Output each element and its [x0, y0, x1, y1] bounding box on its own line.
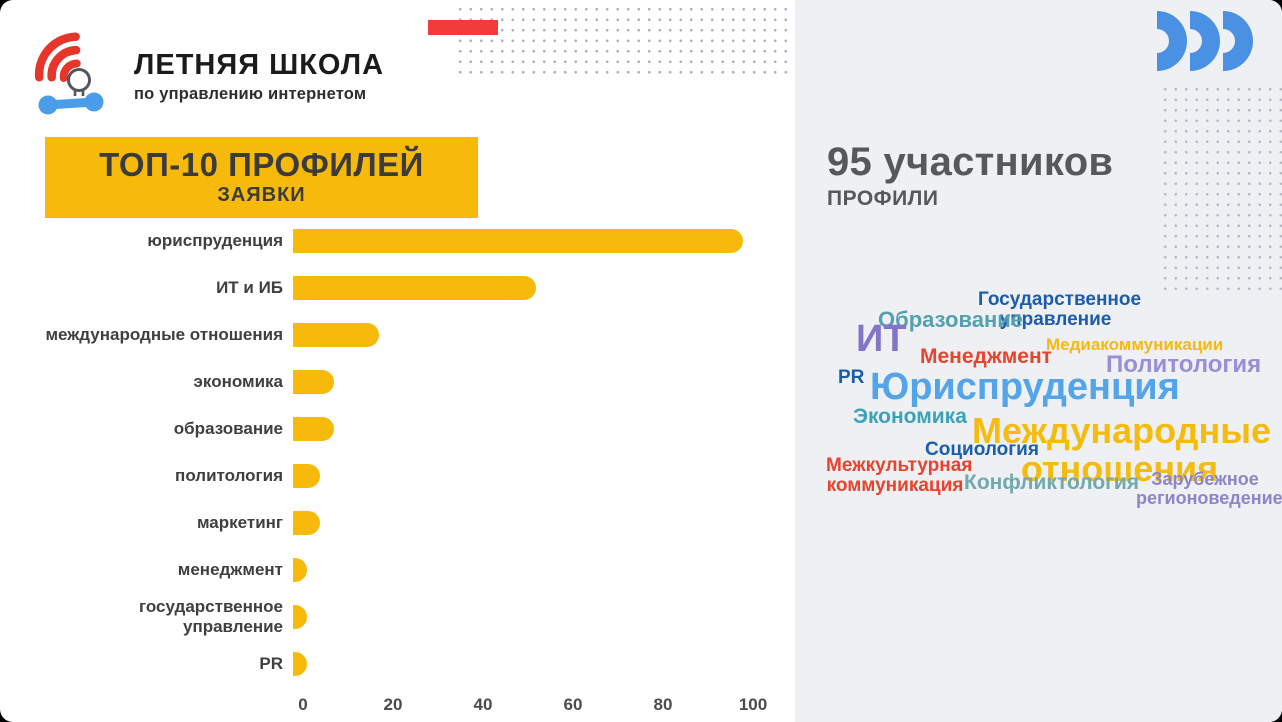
- bar: [293, 369, 334, 394]
- logo-subtitle: по управлению интернетом: [134, 84, 367, 103]
- bar: [293, 604, 307, 629]
- x-axis: 0 20 40 60 80 100: [298, 687, 767, 721]
- axis-tick: 60: [563, 695, 583, 714]
- category-label: образование: [173, 418, 283, 438]
- bar-track: [293, 557, 743, 582]
- axis-tick: 100: [738, 695, 768, 714]
- profiles-wordcloud: Государственное управление Образование М…: [820, 288, 1282, 533]
- axis-tick: 80: [653, 695, 673, 714]
- bar-chart: юриспруденция ИТ и ИБ международные отно…: [45, 217, 767, 721]
- bar-track: [293, 604, 743, 629]
- wordcloud-item: Конфликтология: [964, 471, 1140, 494]
- wordcloud-item: Государственное управление: [978, 289, 1142, 330]
- category-label: международные отношения: [45, 324, 283, 344]
- bar: [293, 322, 379, 347]
- wordcloud-item: Межкультурная коммуникация: [826, 455, 973, 496]
- category-label: государственное управление: [139, 596, 283, 636]
- chart-row: ИТ и ИБ: [45, 264, 757, 311]
- category-label: экономика: [193, 371, 283, 391]
- category-label: менеджмент: [177, 559, 283, 579]
- bar: [293, 416, 334, 441]
- chart-row: политология: [45, 452, 757, 499]
- red-accent-bar: [428, 20, 498, 35]
- wordcloud-item: Международные отношения: [972, 410, 1272, 489]
- bar-track: [293, 651, 743, 676]
- wordcloud-item: Экономика: [853, 405, 967, 428]
- wordcloud-item: Политология: [1106, 351, 1262, 378]
- bar: [293, 557, 307, 582]
- triple-arc-icon: [1157, 11, 1253, 71]
- participants-block: 95 участников ПРОФИЛИ: [827, 140, 1113, 211]
- chart-title: ТОП-10 ПРОФИЛЕЙ: [99, 145, 424, 183]
- chart-row: PR: [45, 640, 757, 687]
- dot-grid-pattern-right: [1160, 84, 1282, 292]
- chart-title-box: ТОП-10 ПРОФИЛЕЙ ЗАЯВКИ: [45, 137, 478, 218]
- category-label: юриспруденция: [147, 230, 283, 250]
- chart-row: образование: [45, 405, 757, 452]
- wordcloud-item: PR: [838, 367, 865, 388]
- bar-track: [293, 369, 743, 394]
- logo-title: ЛЕТНЯЯ ШКОЛА: [134, 49, 385, 81]
- chart-row: маркетинг: [45, 499, 757, 546]
- bar-track: [293, 510, 743, 535]
- bar: [293, 463, 320, 488]
- category-label: PR: [259, 653, 283, 673]
- wordcloud-item: Юриспруденция: [870, 366, 1180, 408]
- bar-track: [293, 275, 743, 300]
- bar: [293, 275, 536, 300]
- chart-row: экономика: [45, 358, 757, 405]
- bar: [293, 510, 320, 535]
- wordcloud-item: Зарубежное регионоведение: [1136, 469, 1282, 508]
- chart-row: государственное управление: [45, 593, 757, 640]
- participants-headline: 95 участников: [827, 140, 1114, 184]
- bar-track: [293, 322, 743, 347]
- bar-track: [293, 228, 743, 253]
- axis-tick: 20: [383, 695, 403, 714]
- chart-subtitle: ЗАЯВКИ: [217, 184, 306, 207]
- axis-tick: 0: [298, 695, 308, 714]
- participants-subheadline: ПРОФИЛИ: [827, 187, 939, 210]
- chart-row: менеджмент: [45, 546, 757, 593]
- brand-mark: [1157, 10, 1257, 81]
- category-label: ИТ и ИБ: [216, 277, 283, 297]
- logo: ЛЕТНЯЯ ШКОЛА по управлению интернетом: [30, 16, 384, 116]
- wifi-lightbulb-dumbbell-icon: [34, 32, 104, 115]
- bar-track: [293, 416, 743, 441]
- wordcloud-item: Медиакоммуникации: [1046, 335, 1224, 354]
- chart-row: юриспруденция: [45, 217, 757, 264]
- category-label: маркетинг: [196, 512, 283, 532]
- chart-row: международные отношения: [45, 311, 757, 358]
- wordcloud-item: Образование: [878, 307, 1023, 332]
- wordcloud-item: ИТ: [856, 318, 907, 360]
- wordcloud-item: Менеджмент: [920, 345, 1052, 368]
- bar: [293, 651, 307, 676]
- logo-text: ЛЕТНЯЯ ШКОЛА по управлению интернетом: [134, 49, 385, 104]
- dot-grid-pattern-top: [455, 4, 817, 80]
- wordcloud-item: Социология: [925, 439, 1039, 460]
- bar: [293, 228, 743, 253]
- category-label: политология: [175, 465, 283, 485]
- bar-track: [293, 463, 743, 488]
- axis-tick: 40: [473, 695, 493, 714]
